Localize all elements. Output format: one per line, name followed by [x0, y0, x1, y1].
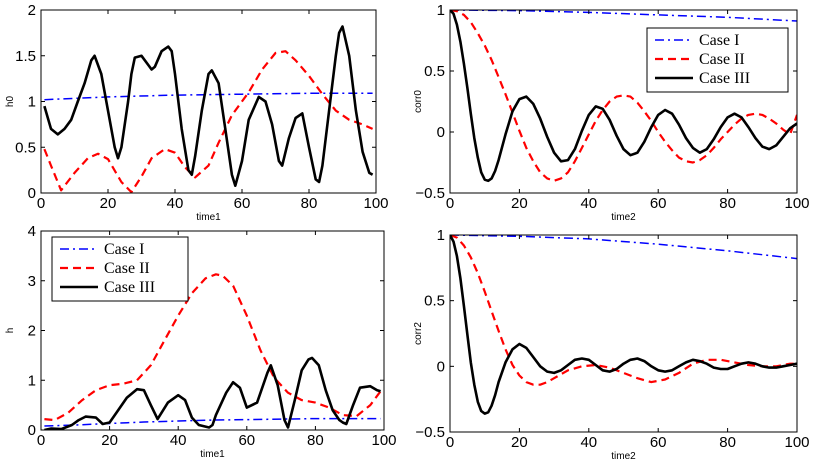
y-tick-label: 2: [28, 323, 36, 340]
series-line-case-iii: [450, 10, 797, 183]
y-tick-label: 1: [28, 372, 36, 389]
x-tick-label: 80: [307, 432, 324, 449]
y-tick-label: 0.5: [424, 63, 445, 80]
legend-entry: Case II: [104, 260, 150, 277]
x-tick-label: 40: [580, 434, 597, 451]
series-line-case-iii: [44, 356, 381, 430]
series-line-case-i: [450, 235, 797, 260]
y-tick-label: −0.5: [415, 424, 445, 441]
plot-area: [41, 10, 376, 193]
x-tick-label: 80: [719, 434, 736, 451]
axes-frame: [449, 9, 798, 194]
series-line-case-iii: [43, 25, 374, 187]
x-tick-label: 60: [650, 434, 667, 451]
series-line-case-ii: [43, 50, 374, 193]
x-tick-label: 60: [234, 195, 251, 212]
y-axis-label: h: [5, 328, 16, 334]
x-tick-label: 80: [301, 195, 318, 212]
y-tick-label: 0: [28, 185, 36, 202]
series-line-case-iii: [450, 235, 797, 415]
x-tick-label: 0: [446, 195, 454, 212]
x-tick-label: 40: [580, 195, 597, 212]
x-tick-label: 100: [784, 195, 809, 212]
x-tick-label: 0: [446, 434, 454, 451]
x-tick-label: 60: [238, 432, 255, 449]
legend-entry: Case II: [699, 51, 745, 68]
subplot-1: 0 20 40 60 80 100 0 0.5 1 1.5 2 time1 h0: [5, 2, 389, 223]
x-axis-label: time2: [611, 451, 636, 462]
y-tick-label: 1: [28, 94, 36, 111]
series-group: [43, 25, 374, 193]
y-tick-label: 0: [437, 358, 445, 375]
axes-frame: [449, 234, 798, 433]
series-group: [450, 235, 797, 415]
x-tick-label: 40: [167, 195, 184, 212]
series-line-case-ii: [450, 10, 797, 182]
x-tick-label: 20: [101, 432, 118, 449]
y-tick-label: 0: [437, 124, 445, 141]
x-axis-label: time1: [200, 449, 225, 460]
plot-area: [450, 235, 797, 432]
x-tick-label: 20: [511, 195, 528, 212]
y-tick-label: 1: [437, 227, 445, 244]
series-line-case-ii: [44, 273, 382, 422]
legend: Case I Case II Case III: [51, 236, 189, 302]
x-tick-label: 0: [37, 432, 45, 449]
x-tick-label: 100: [784, 434, 809, 451]
x-tick-label: 20: [100, 195, 117, 212]
x-tick-label: 60: [650, 195, 667, 212]
x-tick-label: 100: [363, 195, 388, 212]
y-tick-label: 4: [28, 223, 36, 240]
y-tick-label: 0: [28, 422, 36, 439]
x-tick-label: 80: [719, 195, 736, 212]
y-tick-label: 3: [28, 273, 36, 290]
legend-entry: Case I: [699, 32, 739, 49]
y-tick-label: −0.5: [415, 185, 445, 202]
y-tick-label: 2: [28, 2, 36, 19]
x-tick-label: 0: [37, 195, 45, 212]
x-tick-label: 20: [511, 434, 528, 451]
y-axis-label: corr0: [413, 90, 424, 113]
legend-entry: Case III: [104, 279, 155, 296]
y-tick-label: 1.5: [15, 48, 36, 65]
series-line-case-ii: [450, 235, 797, 386]
legend-entry: Case I: [104, 241, 144, 258]
x-axis-label: time2: [611, 212, 636, 223]
y-tick-label: 0.5: [15, 139, 36, 156]
y-axis-label: corr2: [413, 322, 424, 345]
legend: Case I Case II Case III: [646, 27, 789, 93]
x-axis-label: time1: [196, 212, 221, 223]
y-tick-label: 1: [437, 2, 445, 19]
series-group: [44, 273, 382, 430]
y-tick-label: 0.5: [424, 293, 445, 310]
legend-entry: Case III: [699, 70, 750, 87]
x-tick-label: 100: [371, 432, 396, 449]
y-axis-label: h0: [5, 96, 16, 108]
x-tick-label: 40: [170, 432, 187, 449]
